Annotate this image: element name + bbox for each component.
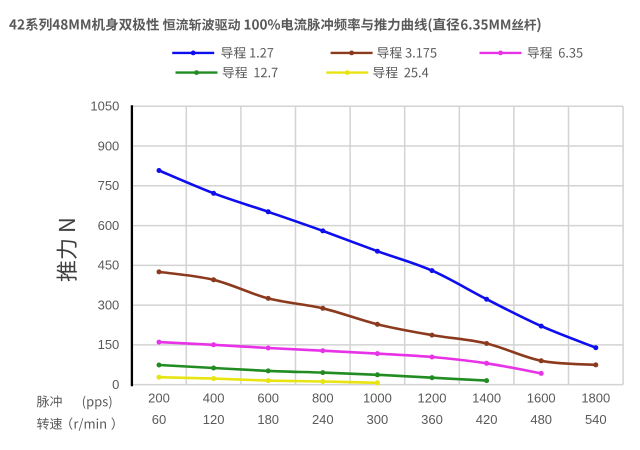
svg-text:400: 400: [203, 391, 225, 406]
svg-text:1400: 1400: [472, 391, 501, 406]
svg-text:360: 360: [421, 412, 443, 427]
svg-text:600: 600: [98, 218, 120, 233]
svg-text:60: 60: [152, 412, 166, 427]
svg-text:480: 480: [530, 412, 552, 427]
svg-text:1000: 1000: [363, 391, 392, 406]
svg-text:420: 420: [476, 412, 498, 427]
svg-text:1800: 1800: [581, 391, 610, 406]
svg-text:1600: 1600: [527, 391, 556, 406]
svg-text:0: 0: [112, 377, 119, 392]
svg-text:200: 200: [148, 391, 170, 406]
svg-text:150: 150: [98, 337, 120, 352]
svg-text:800: 800: [312, 391, 334, 406]
svg-text:1200: 1200: [418, 391, 447, 406]
svg-text:450: 450: [98, 258, 120, 273]
svg-text:180: 180: [257, 412, 279, 427]
svg-text:600: 600: [257, 391, 279, 406]
svg-text:300: 300: [367, 412, 389, 427]
svg-text:540: 540: [585, 412, 607, 427]
svg-text:240: 240: [312, 412, 334, 427]
svg-text:750: 750: [98, 178, 120, 193]
svg-text:1050: 1050: [90, 99, 119, 114]
svg-text:120: 120: [203, 412, 225, 427]
svg-text:300: 300: [98, 297, 120, 312]
svg-text:900: 900: [98, 138, 120, 153]
